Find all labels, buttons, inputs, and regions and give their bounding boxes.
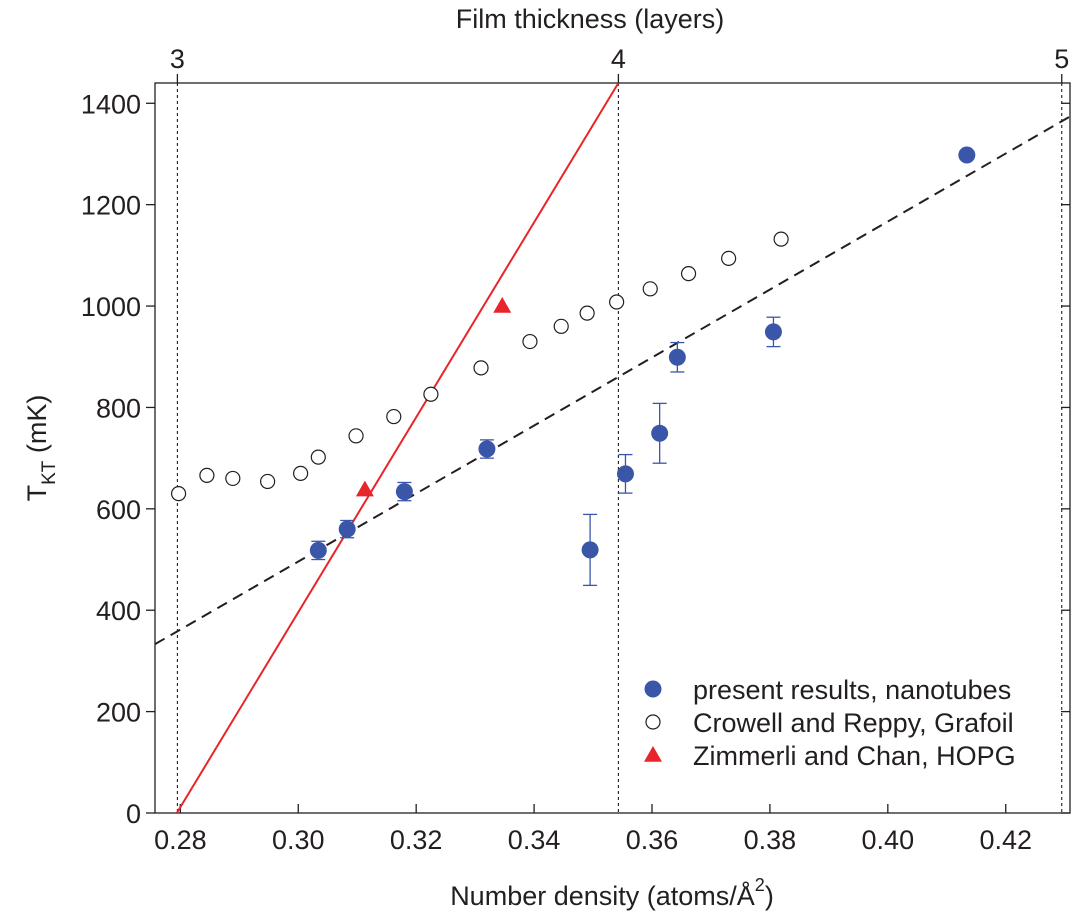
- data-point: [260, 473, 276, 490]
- top-axis-ticks: 3 4 5: [170, 44, 1069, 83]
- x-tick-label: 0.32: [390, 825, 443, 855]
- data-point: [355, 480, 374, 497]
- y-tick-label: 0: [126, 799, 141, 829]
- fit-lines: [155, 83, 1070, 813]
- data-point: [395, 483, 413, 501]
- top-tick-label: 5: [1054, 44, 1069, 74]
- series-1: [309, 146, 976, 587]
- data-point: [522, 333, 538, 350]
- x-axis-title-main: Number density (atoms/Å: [450, 880, 755, 911]
- data-point: [616, 465, 634, 483]
- series-2: [170, 231, 789, 502]
- data-point: [310, 449, 326, 465]
- y-tick-label: 1000: [81, 292, 141, 322]
- solid-fit-line: [175, 83, 620, 813]
- data-point: [293, 465, 309, 481]
- y-tick-label: 400: [96, 596, 141, 626]
- data-point: [199, 467, 215, 483]
- y-axis-title: TKT (mK): [22, 395, 60, 502]
- data-point: [553, 318, 569, 334]
- data-series: [170, 146, 976, 587]
- data-point: [338, 520, 356, 538]
- data-point: [423, 386, 439, 402]
- data-point: [764, 323, 782, 341]
- top-tick-label: 3: [170, 44, 185, 74]
- y-axis-title-main: T: [22, 485, 52, 502]
- legend-marker: [645, 714, 661, 730]
- data-point: [651, 424, 669, 442]
- data-point: [609, 294, 625, 310]
- series-3: [355, 297, 512, 497]
- data-point: [773, 231, 789, 247]
- x-tick-label: 0.40: [862, 825, 915, 855]
- x-axis-title: Number density (atoms/Å2): [450, 875, 774, 911]
- x-axis-ticks: 0.28 0.30 0.32 0.34 0.36 0.38 0.40 0.42: [154, 804, 1032, 855]
- legend-marker: [644, 746, 662, 762]
- data-point: [579, 305, 595, 321]
- x-axis-title-end: ): [765, 881, 774, 911]
- data-point: [680, 266, 697, 282]
- y-tick-label: 1400: [81, 89, 141, 119]
- data-point: [348, 428, 364, 444]
- y-tick-label: 200: [96, 698, 141, 728]
- data-point: [386, 408, 402, 425]
- x-tick-label: 0.28: [154, 825, 207, 855]
- dashed-fit-line: [155, 115, 1070, 646]
- legend-label: Crowell and Reppy, Grafoil: [693, 708, 1014, 738]
- y-tick-label: 1200: [81, 191, 141, 221]
- data-point: [309, 541, 327, 559]
- top-axis-title: Film thickness (layers): [456, 4, 725, 34]
- plot-frame: [154, 82, 1071, 814]
- data-point: [170, 486, 187, 502]
- y-tick-label: 600: [96, 495, 141, 525]
- legend-label: Zimmerli and Chan, HOPG: [693, 741, 1016, 771]
- legend-label: present results, nanotubes: [693, 675, 1011, 705]
- y-axis-ticks: 0 200 400 600 800 1000 1200 1400: [81, 89, 1070, 829]
- x-tick-label: 0.42: [979, 825, 1032, 855]
- x-tick-label: 0.38: [744, 825, 797, 855]
- x-tick-label: 0.36: [626, 825, 679, 855]
- data-point: [493, 297, 512, 313]
- x-tick-label: 0.34: [508, 825, 561, 855]
- x-tick-label: 0.30: [272, 825, 325, 855]
- data-point: [668, 348, 686, 366]
- legend-marker: [644, 680, 662, 698]
- x-axis-title-sup: 2: [755, 875, 765, 895]
- data-point: [478, 440, 496, 458]
- data-point: [473, 360, 489, 376]
- data-point: [225, 470, 241, 487]
- data-point: [642, 281, 658, 297]
- y-axis-title-sub: KT: [39, 460, 60, 485]
- y-axis-title-unit: (mK): [22, 395, 52, 461]
- data-point: [958, 146, 976, 164]
- top-tick-label: 4: [611, 44, 626, 74]
- data-point: [581, 541, 599, 559]
- data-point: [721, 250, 737, 267]
- y-tick-label: 800: [96, 393, 141, 423]
